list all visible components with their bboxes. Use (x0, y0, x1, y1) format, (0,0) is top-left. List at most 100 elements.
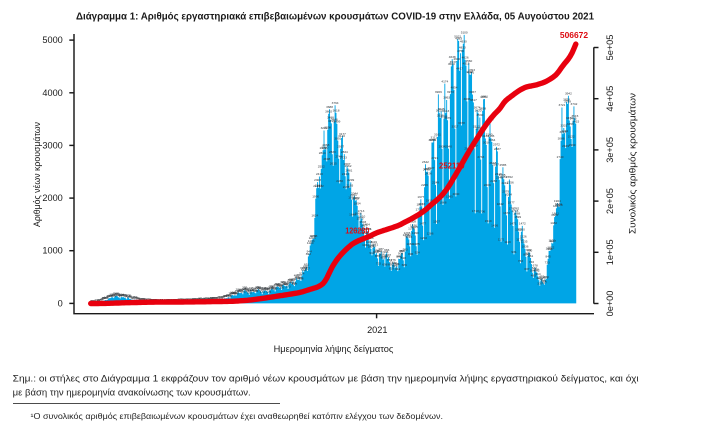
svg-text:1990: 1990 (312, 194, 319, 198)
svg-text:696: 696 (388, 262, 393, 266)
svg-text:1503: 1503 (359, 220, 366, 224)
svg-text:Αριθμός νέων κρουσμάτων: Αριθμός νέων κρουσμάτων (32, 122, 42, 227)
svg-text:861: 861 (528, 254, 533, 258)
svg-text:3969: 3969 (435, 90, 442, 94)
svg-text:73: 73 (132, 295, 136, 299)
svg-text:64: 64 (104, 296, 108, 300)
svg-text:58: 58 (103, 296, 107, 300)
svg-text:960: 960 (527, 249, 532, 253)
svg-text:155: 155 (229, 291, 234, 295)
svg-text:1715: 1715 (511, 209, 518, 213)
svg-text:3646: 3646 (438, 107, 445, 111)
svg-text:1143: 1143 (308, 239, 315, 243)
svg-text:31: 31 (143, 297, 147, 301)
svg-text:952: 952 (399, 249, 404, 253)
svg-text:1437: 1437 (360, 223, 367, 227)
svg-text:258: 258 (255, 286, 260, 290)
svg-text:2187: 2187 (313, 184, 320, 188)
svg-text:6: 6 (93, 299, 95, 303)
svg-text:5021: 5021 (454, 35, 461, 39)
svg-text:1001: 1001 (546, 246, 553, 250)
svg-text:493: 493 (297, 273, 302, 277)
svg-text:63: 63 (216, 296, 220, 300)
svg-text:2562: 2562 (345, 164, 352, 168)
svg-text:359: 359 (281, 280, 286, 284)
svg-text:47: 47 (199, 297, 203, 301)
svg-text:415: 415 (290, 277, 295, 281)
svg-text:1362: 1362 (515, 227, 522, 231)
svg-text:1296: 1296 (404, 231, 411, 235)
svg-text:118: 118 (120, 293, 125, 297)
svg-text:32: 32 (145, 297, 149, 301)
svg-text:417: 417 (293, 277, 298, 281)
svg-text:3967: 3967 (469, 90, 476, 94)
svg-text:2920: 2920 (321, 145, 328, 149)
svg-text:346: 346 (291, 281, 296, 285)
svg-text:4341: 4341 (467, 71, 474, 75)
svg-text:72: 72 (220, 295, 224, 299)
svg-text:3602: 3602 (325, 109, 332, 113)
svg-text:3448: 3448 (331, 118, 338, 122)
svg-text:4537: 4537 (450, 60, 457, 64)
svg-text:3613: 3613 (442, 109, 449, 113)
svg-text:288: 288 (277, 284, 282, 288)
svg-text:271: 271 (256, 285, 261, 289)
svg-text:1360: 1360 (518, 227, 525, 231)
svg-text:55: 55 (214, 296, 218, 300)
svg-text:912: 912 (369, 251, 374, 255)
svg-text:1837: 1837 (416, 202, 423, 206)
svg-text:1171: 1171 (498, 237, 505, 241)
svg-text:62: 62 (212, 296, 216, 300)
svg-text:Συνολικός αριθμός κρουσμάτων: Συνολικός αριθμός κρουσμάτων (628, 92, 638, 234)
svg-text:216: 216 (259, 288, 264, 292)
svg-text:1962: 1962 (353, 196, 360, 200)
svg-text:1214: 1214 (405, 235, 412, 239)
svg-text:4348: 4348 (466, 70, 473, 74)
svg-text:1668: 1668 (355, 211, 362, 215)
svg-text:845: 845 (546, 255, 551, 259)
svg-text:678: 678 (533, 263, 538, 267)
svg-text:3111: 3111 (431, 135, 438, 139)
svg-text:278: 278 (269, 284, 274, 288)
svg-text:41: 41 (197, 297, 201, 301)
svg-text:327: 327 (292, 282, 297, 286)
svg-text:3618: 3618 (333, 109, 340, 113)
svg-text:972: 972 (526, 248, 531, 252)
svg-text:877: 877 (386, 253, 391, 257)
svg-text:194: 194 (238, 289, 243, 293)
svg-text:686: 686 (402, 263, 407, 267)
svg-text:485: 485 (531, 274, 536, 278)
svg-text:2256: 2256 (507, 180, 514, 184)
svg-text:165: 165 (247, 290, 252, 294)
svg-text:2352: 2352 (506, 175, 513, 179)
svg-text:1868: 1868 (440, 201, 447, 205)
svg-text:1661: 1661 (552, 212, 559, 216)
svg-text:582: 582 (534, 268, 539, 272)
svg-text:932: 932 (373, 250, 378, 254)
svg-text:3409: 3409 (333, 120, 340, 124)
svg-text:763: 763 (518, 259, 523, 263)
svg-text:1036: 1036 (368, 245, 375, 249)
svg-text:1378: 1378 (408, 227, 415, 231)
svg-text:1118: 1118 (366, 240, 373, 244)
svg-text:2000: 2000 (42, 193, 62, 203)
svg-text:3055: 3055 (429, 138, 436, 142)
svg-text:49: 49 (204, 297, 208, 301)
svg-text:944: 944 (307, 249, 312, 253)
svg-text:5100: 5100 (461, 31, 468, 35)
svg-text:67: 67 (222, 296, 226, 300)
svg-text:46: 46 (198, 297, 202, 301)
svg-text:207: 207 (238, 288, 243, 292)
svg-text:627: 627 (300, 266, 305, 270)
svg-text:3658: 3658 (479, 106, 486, 110)
svg-text:247: 247 (254, 286, 259, 290)
svg-text:2193: 2193 (346, 184, 353, 188)
svg-text:1084: 1084 (406, 242, 413, 246)
svg-text:4638: 4638 (449, 55, 456, 59)
svg-text:3863: 3863 (443, 96, 450, 100)
svg-text:2e+05: 2e+05 (605, 188, 615, 214)
svg-text:886: 886 (380, 252, 385, 256)
svg-text:41: 41 (100, 297, 104, 301)
svg-text:3508: 3508 (440, 114, 447, 118)
svg-text:1842: 1842 (497, 202, 504, 206)
